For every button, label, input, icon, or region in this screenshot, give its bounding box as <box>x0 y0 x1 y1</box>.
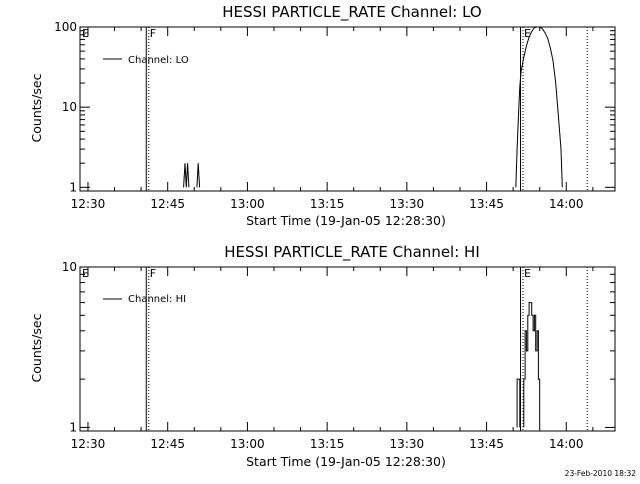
series-line <box>515 26 563 188</box>
x-tick-label: 13:45 <box>469 437 504 451</box>
series-line <box>183 163 190 188</box>
event-marker-label: F <box>150 267 156 280</box>
x-tick-label: 13:00 <box>230 437 265 451</box>
x-tick-label: 13:45 <box>469 197 504 211</box>
x-tick-label: 14:00 <box>549 437 584 451</box>
y-tick-label: 10 <box>62 100 77 114</box>
plot-frame <box>79 266 616 432</box>
y-axis-label: Counts/sec <box>29 73 44 142</box>
footer-date: 23-Feb-2010 18:32 <box>565 469 637 478</box>
x-axis-label: Start Time (19-Jan-05 12:28:30) <box>246 213 446 228</box>
x-tick-label: 14:00 <box>549 197 584 211</box>
series-line <box>523 302 541 428</box>
chart-title: HESSI PARTICLE_RATE Channel: HI <box>224 243 480 262</box>
legend-entry: Channel: HI <box>128 294 186 305</box>
event-marker-label: E <box>524 27 531 40</box>
chart-title: HESSI PARTICLE_RATE Channel: LO <box>222 3 481 22</box>
x-tick-label: 12:45 <box>150 437 185 451</box>
legend-entry: Channel: LO <box>128 55 189 66</box>
x-tick-label: 13:30 <box>390 197 425 211</box>
chart-panel-lo: HESSI PARTICLE_RATE Channel: LO Start Ti… <box>29 3 616 228</box>
y-tick-label: 100 <box>54 20 77 34</box>
event-marker-label: E <box>82 267 89 280</box>
y-axis-label: Counts/sec <box>29 313 44 382</box>
x-tick-label: 13:30 <box>390 437 425 451</box>
y-tick-label: 1 <box>69 420 77 434</box>
y-tick-label: 10 <box>62 260 77 274</box>
event-marker-label: E <box>82 27 89 40</box>
event-marker-label: E <box>524 267 531 280</box>
x-tick-label: 13:00 <box>230 197 265 211</box>
y-tick-label: 1 <box>69 180 77 194</box>
series-line <box>196 163 201 188</box>
x-tick-label: 13:15 <box>310 437 345 451</box>
event-marker-label: F <box>150 27 156 40</box>
plot-frame <box>79 26 616 192</box>
x-tick-label: 12:45 <box>150 197 185 211</box>
chart-panel-hi: HESSI PARTICLE_RATE Channel: HI Start Ti… <box>29 243 616 469</box>
x-tick-label: 12:30 <box>71 437 106 451</box>
x-tick-label: 12:30 <box>71 197 106 211</box>
series-line <box>516 378 521 428</box>
x-axis-label: Start Time (19-Jan-05 12:28:30) <box>246 454 446 469</box>
x-tick-label: 13:15 <box>310 197 345 211</box>
